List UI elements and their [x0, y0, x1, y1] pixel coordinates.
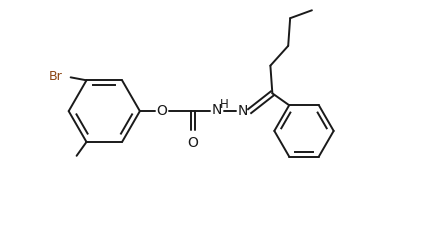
Text: H: H	[220, 98, 228, 111]
Text: O: O	[156, 104, 167, 118]
Text: N: N	[212, 103, 222, 117]
Text: O: O	[187, 136, 198, 150]
Text: Br: Br	[49, 70, 63, 83]
Text: N: N	[238, 104, 248, 118]
